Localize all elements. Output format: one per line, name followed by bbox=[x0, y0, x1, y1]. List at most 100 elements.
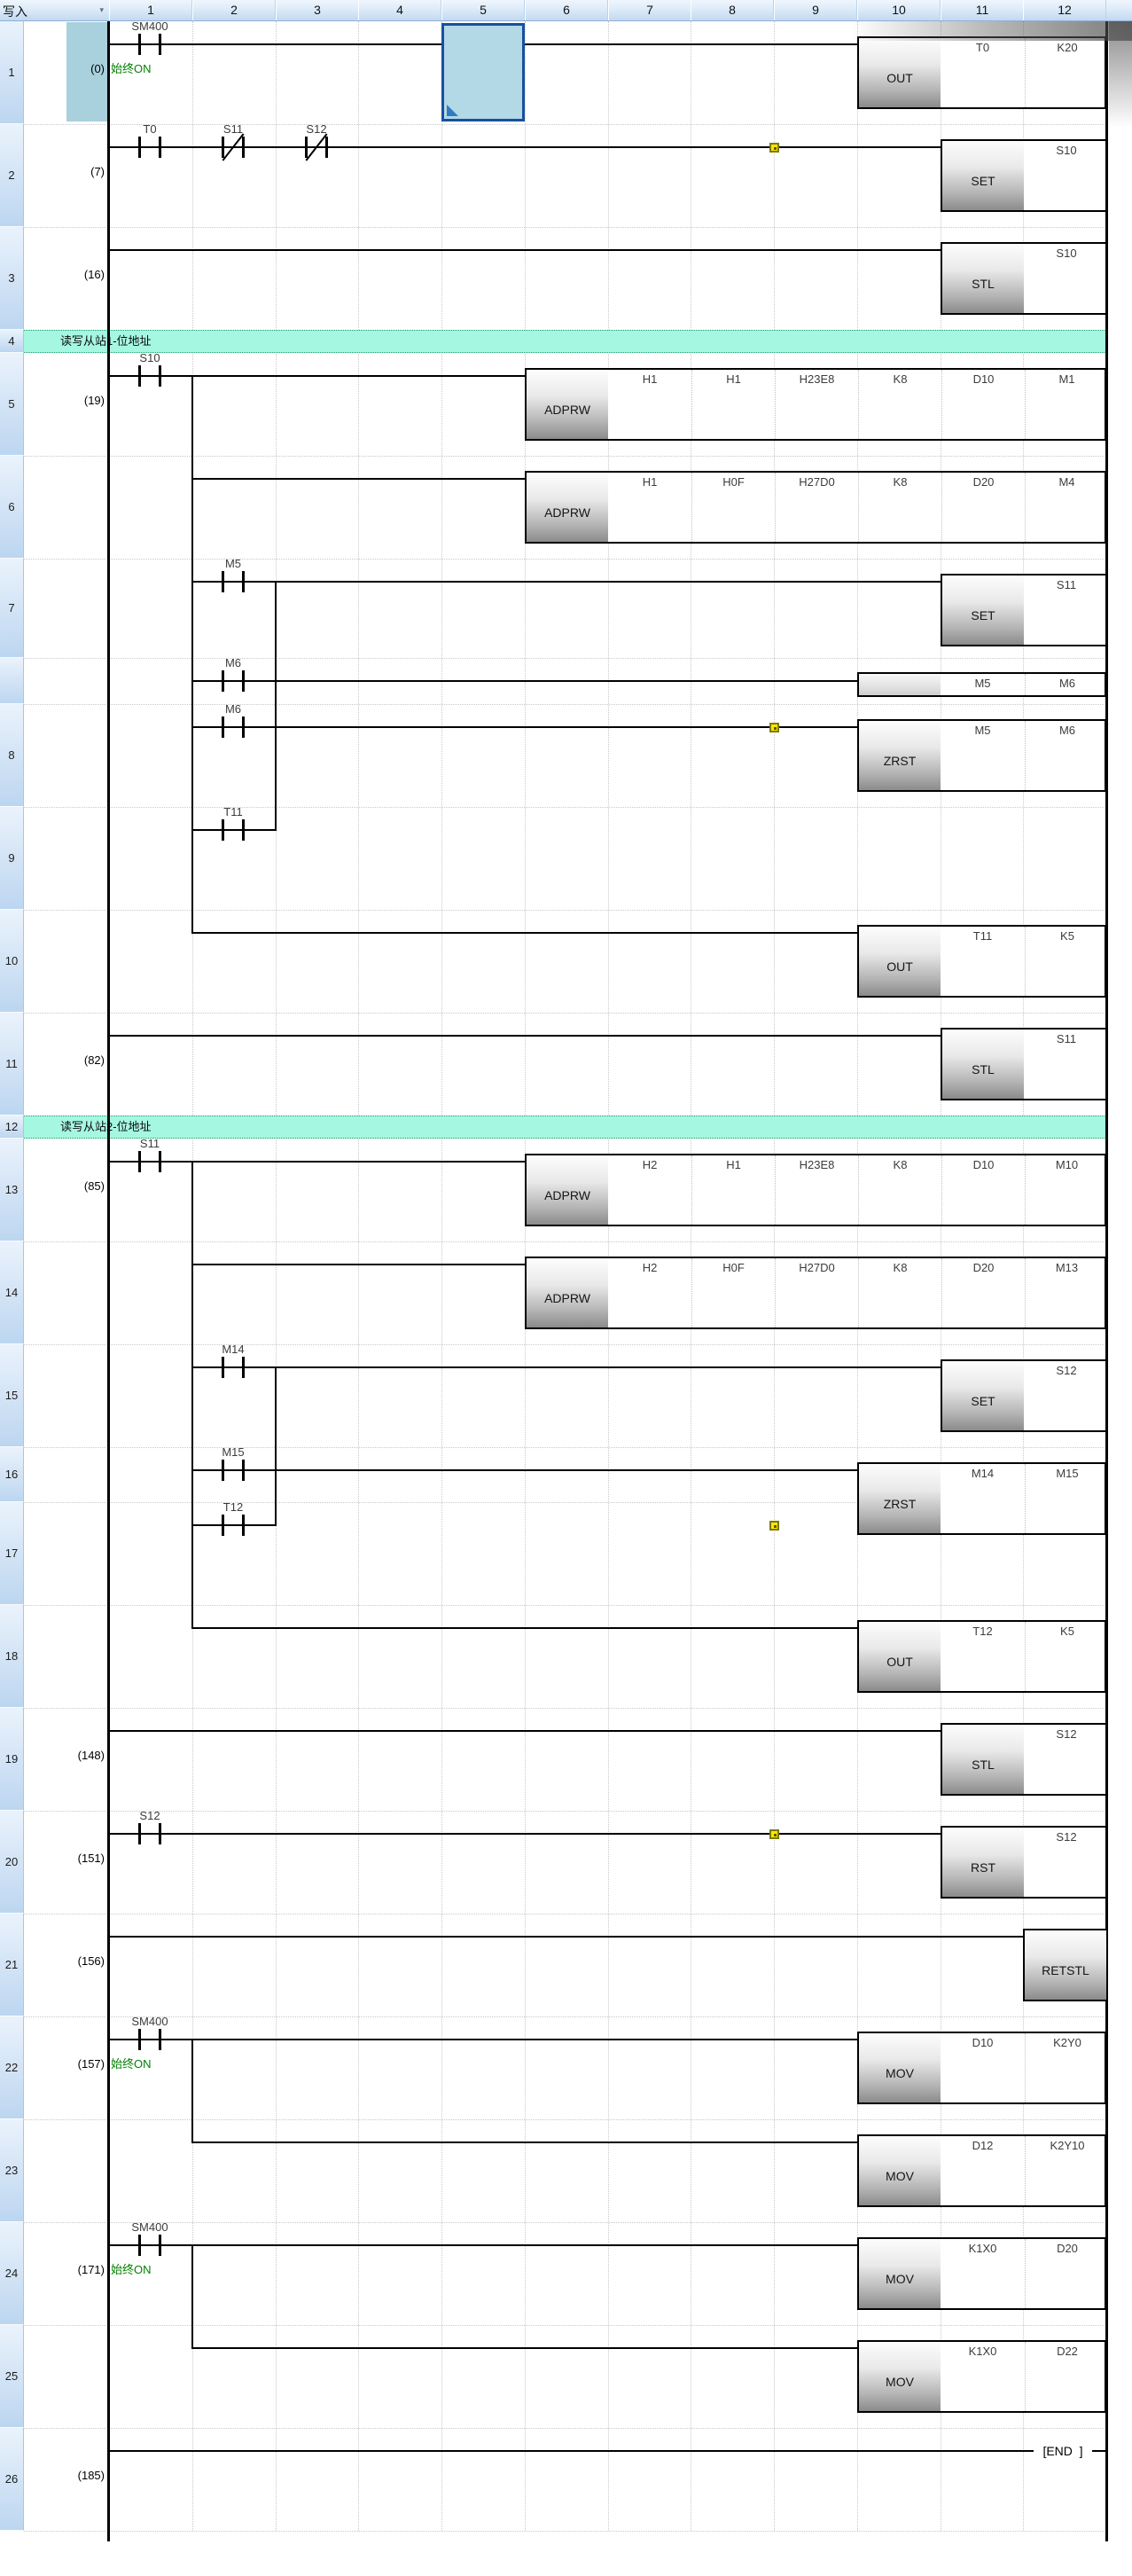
operand-cell[interactable]: D20 bbox=[1025, 2239, 1109, 2308]
operand-cell[interactable]: K8 bbox=[858, 473, 941, 542]
contact-no[interactable] bbox=[242, 1460, 245, 1481]
contact-no[interactable] bbox=[138, 2029, 141, 2050]
operand-cell[interactable]: K8 bbox=[858, 1155, 941, 1225]
contact-no[interactable] bbox=[159, 2029, 161, 2050]
instruction-block[interactable]: ZRST M14 M15 bbox=[857, 1462, 1106, 1535]
instruction-block[interactable]: ADPRW H2 H1 H23E8 K8 D10 M10 bbox=[525, 1154, 1106, 1226]
row-number-cell[interactable]: 19 bbox=[0, 1708, 24, 1811]
operand-cell[interactable]: K20 bbox=[1025, 38, 1109, 107]
operand-cell[interactable]: S12 bbox=[1056, 1364, 1077, 1377]
row-number-cell[interactable]: 1 bbox=[0, 21, 24, 124]
contact-no[interactable] bbox=[222, 819, 224, 841]
contact-no[interactable] bbox=[138, 365, 141, 387]
row-number-cell[interactable]: 10 bbox=[0, 910, 24, 1013]
instruction-block[interactable]: SET S12 bbox=[941, 1359, 1107, 1432]
operand-cell[interactable]: K8 bbox=[858, 1258, 941, 1327]
operand-cell[interactable]: K1X0 bbox=[968, 2242, 997, 2255]
operand-cell[interactable]: D20 bbox=[941, 1258, 1025, 1327]
contact-no[interactable] bbox=[222, 670, 224, 692]
row-number-cell[interactable]: 9 bbox=[0, 807, 24, 910]
row-number-cell[interactable]: 21 bbox=[0, 1914, 24, 2016]
row-number-cell[interactable]: 3 bbox=[0, 227, 24, 330]
row-number-cell[interactable]: 11 bbox=[0, 1013, 24, 1116]
operand-cell[interactable]: D10 bbox=[941, 1155, 1025, 1225]
operand-cell[interactable]: T0 bbox=[975, 41, 990, 54]
operand-cell[interactable]: K2Y0 bbox=[1025, 2033, 1109, 2102]
contact-no[interactable] bbox=[159, 2235, 161, 2256]
operand-cell[interactable]: H1 bbox=[691, 1155, 775, 1225]
operand-cell[interactable]: S10 bbox=[1056, 144, 1077, 157]
contact-no[interactable] bbox=[159, 137, 161, 158]
contact-no[interactable] bbox=[222, 1515, 224, 1536]
instruction-block[interactable]: RETSTL bbox=[1023, 1929, 1106, 2001]
operand-cell[interactable]: M10 bbox=[1025, 1155, 1108, 1225]
operand-cell[interactable]: H2 bbox=[642, 1158, 658, 1171]
instruction-block[interactable]: ADPRW H2 H0F H27D0 K8 D20 M13 bbox=[525, 1257, 1106, 1329]
operand-cell[interactable]: M14 bbox=[971, 1467, 995, 1480]
contact-no[interactable] bbox=[222, 716, 224, 738]
operand-cell[interactable]: K8 bbox=[858, 370, 941, 439]
contact-nc[interactable] bbox=[325, 137, 328, 158]
instruction-block[interactable]: RST S12 bbox=[941, 1826, 1107, 1899]
operand-cell[interactable]: K5 bbox=[1025, 927, 1109, 996]
row-number-cell[interactable]: 4 bbox=[0, 330, 24, 353]
row-number-cell[interactable]: 22 bbox=[0, 2016, 24, 2119]
row-number-cell[interactable]: 16 bbox=[0, 1447, 24, 1502]
operand-cell[interactable]: D12 bbox=[972, 2139, 994, 2152]
section-header[interactable]: 读写从站1-位地址 bbox=[24, 330, 1108, 353]
operand-cell[interactable]: T12 bbox=[972, 1625, 993, 1638]
instruction-block-partial[interactable]: M5 M6 bbox=[857, 672, 1106, 697]
operand-cell[interactable]: D20 bbox=[941, 473, 1025, 542]
row-number-cell[interactable]: 13 bbox=[0, 1139, 24, 1241]
contact-no[interactable] bbox=[222, 571, 224, 592]
operand-cell[interactable]: S11 bbox=[1056, 578, 1077, 591]
contact-no[interactable] bbox=[242, 1357, 245, 1378]
row-number-cell[interactable]: 6 bbox=[0, 456, 24, 559]
row-number-cell[interactable]: 15 bbox=[0, 1344, 24, 1447]
contact-nc[interactable] bbox=[242, 137, 245, 158]
contact-no[interactable] bbox=[138, 1151, 141, 1172]
row-number-cell[interactable]: 12 bbox=[0, 1116, 24, 1139]
contact-no[interactable] bbox=[138, 137, 141, 158]
operand-cell[interactable]: D10 bbox=[941, 370, 1025, 439]
instruction-block[interactable]: MOV D12 K2Y10 bbox=[857, 2134, 1106, 2207]
contact-nc[interactable] bbox=[222, 137, 224, 158]
instruction-block[interactable]: SET S10 bbox=[941, 139, 1107, 212]
operand-cell[interactable]: S10 bbox=[1056, 247, 1077, 260]
operand-cell[interactable]: S12 bbox=[1056, 1830, 1077, 1844]
operand-cell[interactable]: H0F bbox=[691, 1258, 775, 1327]
operand-cell[interactable]: M15 bbox=[1025, 1464, 1109, 1533]
contact-no[interactable] bbox=[138, 34, 141, 55]
contact-no[interactable] bbox=[159, 1823, 161, 1844]
row-number-cell[interactable]: 14 bbox=[0, 1241, 24, 1344]
operand-cell[interactable]: K1X0 bbox=[968, 2345, 997, 2358]
section-header[interactable]: 读写从站2-位地址 bbox=[24, 1116, 1108, 1139]
row-number-cell[interactable]: 7 bbox=[0, 559, 24, 658]
operand-cell[interactable]: H2 bbox=[642, 1261, 658, 1274]
dropdown-arrow-icon[interactable]: ▾ bbox=[99, 5, 104, 14]
instruction-block[interactable]: SET S11 bbox=[941, 574, 1107, 646]
operand-cell[interactable]: M6 bbox=[1025, 721, 1109, 790]
operand-cell[interactable]: S11 bbox=[1056, 1032, 1077, 1045]
operand-cell[interactable]: M5 bbox=[974, 724, 991, 737]
operand-cell[interactable]: H23E8 bbox=[775, 370, 858, 439]
instruction-block[interactable]: STL S10 bbox=[941, 242, 1107, 315]
row-number-cell[interactable]: 24 bbox=[0, 2222, 24, 2325]
contact-no[interactable] bbox=[242, 1515, 245, 1536]
contact-no[interactable] bbox=[138, 2235, 141, 2256]
row-number-cell[interactable]: 2 bbox=[0, 124, 24, 227]
operand-cell[interactable]: M4 bbox=[1025, 473, 1108, 542]
contact-no[interactable] bbox=[159, 365, 161, 387]
operand-cell[interactable]: T11 bbox=[972, 929, 993, 943]
operand-cell[interactable]: S12 bbox=[1056, 1727, 1077, 1741]
contact-no[interactable] bbox=[159, 34, 161, 55]
operand-cell[interactable]: D10 bbox=[972, 2036, 994, 2049]
row-number-cell[interactable]: 17 bbox=[0, 1502, 24, 1605]
contact-no[interactable] bbox=[138, 1823, 141, 1844]
contact-no[interactable] bbox=[242, 819, 245, 841]
contact-no[interactable] bbox=[222, 1357, 224, 1378]
operand-cell[interactable]: H1 bbox=[642, 372, 658, 386]
operand-cell[interactable]: K5 bbox=[1025, 1622, 1109, 1691]
instruction-block[interactable]: ZRST M5 M6 bbox=[857, 719, 1106, 792]
instruction-block[interactable]: OUT T0 K20 bbox=[857, 36, 1106, 109]
